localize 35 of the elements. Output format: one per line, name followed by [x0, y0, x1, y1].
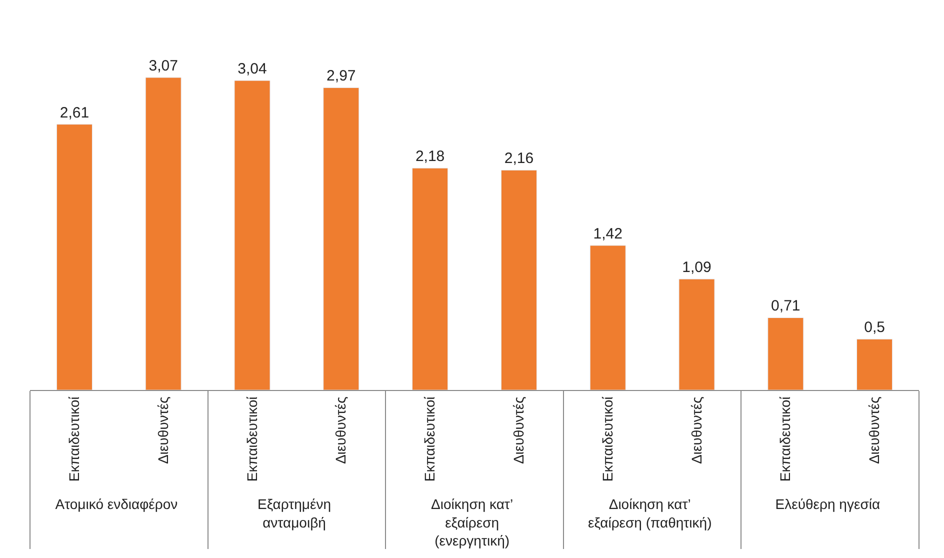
text: Διοίκηση κατ’ εξαίρεση (ενεργητική)	[431, 496, 514, 549]
bar	[856, 338, 893, 390]
bar	[768, 317, 804, 390]
x-tick-label: Διευθυντές	[866, 396, 882, 464]
text: Ελεύθερη ηγεσία	[775, 496, 880, 512]
data-label: 1,42	[593, 225, 622, 242]
data-label: 0,71	[771, 298, 800, 315]
bar	[145, 77, 182, 390]
bar	[678, 278, 715, 390]
bar	[412, 168, 448, 390]
bar	[590, 245, 626, 390]
x-tick-label: Διευθυντές	[332, 396, 349, 464]
x-tick-label: Διευθυντές	[154, 396, 171, 464]
x-tick-label: Διευθυντές	[510, 396, 526, 464]
data-label: 2,97	[326, 68, 356, 85]
bar	[500, 170, 537, 390]
data-label: 2,61	[60, 104, 90, 122]
bar	[56, 124, 92, 390]
x-tick-label: Εκπαιδευτικοί	[599, 396, 616, 482]
x-tick-label: Εκπαιδευτικοί	[66, 396, 82, 482]
bar	[234, 80, 270, 390]
data-label: 3,04	[238, 60, 267, 78]
data-label: 2,16	[504, 150, 534, 168]
data-label: 3,07	[148, 58, 178, 74]
x-tick-label: Εκπαιδευτικοί	[422, 396, 438, 482]
text: Διοίκηση κατ’ εξαίρεση (παθητική)	[588, 496, 712, 530]
data-label: 2,18	[415, 148, 445, 166]
data-label: 0,5	[864, 319, 885, 336]
x-tick-label: Εκπαιδευτικοί	[244, 396, 260, 482]
x-tick-label: Διευθυντές	[688, 396, 704, 464]
text: Εξαρτημένη ανταμοιβή	[258, 496, 331, 530]
bar	[323, 87, 360, 390]
text: Ατομικό ενδιαφέρον	[55, 496, 178, 512]
x-tick-label: Εκπαιδευτικοί	[777, 396, 794, 482]
data-label: 1,09	[682, 259, 712, 276]
